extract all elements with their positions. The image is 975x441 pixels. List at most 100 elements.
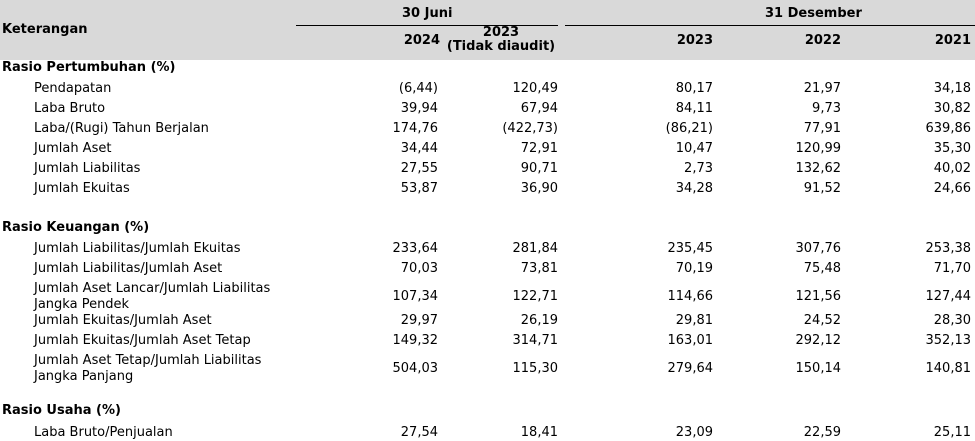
- december-group-underline: [565, 25, 975, 26]
- cell-value: 132,62: [795, 161, 842, 176]
- group-header-december: 31 Desember: [765, 6, 862, 21]
- row-label-line: Jumlah Aset Lancar/Jumlah Liabilitas: [34, 281, 271, 296]
- cell-value: 253,38: [925, 241, 972, 256]
- cell-value: 149,32: [392, 333, 439, 348]
- cell-value: 121,56: [795, 289, 842, 304]
- cell-value: (6,44): [398, 81, 438, 96]
- cell-value: 10,47: [675, 141, 713, 156]
- cell-value: 114,66: [667, 289, 714, 304]
- cell-value: 24,66: [933, 181, 971, 196]
- cell-value: 34,44: [400, 141, 438, 156]
- row-label: Jumlah Liabilitas/Jumlah Ekuitas: [34, 241, 241, 257]
- row-label-line: Jumlah Ekuitas/Jumlah Aset Tetap: [34, 333, 251, 348]
- cell-value: 70,03: [400, 261, 438, 276]
- row-label-line: Jangka Panjang: [34, 369, 134, 384]
- cell-value: 281,84: [512, 241, 559, 256]
- row-label: Jumlah Aset: [34, 141, 111, 157]
- cell-value: 22,59: [803, 425, 841, 440]
- cell-value: 27,55: [400, 161, 438, 176]
- row-label-line: Jumlah Aset Tetap/Jumlah Liabilitas: [34, 353, 262, 368]
- cell-value: 23,09: [675, 425, 713, 440]
- row-label: Pendapatan: [34, 81, 111, 97]
- keterangan-header: Keterangan: [2, 22, 88, 37]
- col-header-unaudited-note: (Tidak diaudit): [446, 39, 556, 54]
- cell-value: (86,21): [665, 121, 713, 136]
- row-label-line: Jangka Pendek: [34, 297, 130, 312]
- cell-value: 80,17: [675, 81, 713, 96]
- cell-value: 292,12: [795, 333, 842, 348]
- group-header-june: 30 Juni: [402, 6, 453, 21]
- cell-value: 639,86: [925, 121, 972, 136]
- cell-value: 235,45: [667, 241, 714, 256]
- cell-value: 77,91: [803, 121, 841, 136]
- cell-value: 307,76: [795, 241, 842, 256]
- cell-value: 18,41: [520, 425, 558, 440]
- cell-value: 67,94: [520, 101, 558, 116]
- row-label-line: Laba Bruto/Penjualan: [34, 425, 173, 440]
- cell-value: 27,54: [400, 425, 438, 440]
- cell-value: 90,71: [520, 161, 558, 176]
- cell-value: 28,30: [933, 313, 971, 328]
- cell-value: 174,76: [392, 121, 439, 136]
- row-label: Jumlah Liabilitas: [34, 161, 140, 177]
- cell-value: 9,73: [812, 101, 841, 116]
- col-header-2022: 2022: [804, 33, 841, 48]
- cell-value: 120,49: [512, 81, 559, 96]
- cell-value: 233,64: [392, 241, 439, 256]
- cell-value: 30,82: [933, 101, 971, 116]
- col-header-2023-unaudited: 2023 (Tidak diaudit): [440, 26, 562, 54]
- cell-value: 34,18: [933, 81, 971, 96]
- row-label: Jumlah Aset Tetap/Jumlah Liabilitas Jangk…: [34, 353, 261, 385]
- section-title: Rasio Pertumbuhan (%): [2, 60, 176, 75]
- row-label-line: Jumlah Liabilitas/Jumlah Aset: [34, 261, 223, 276]
- row-label: Jumlah Aset Lancar/Jumlah Liabilitas Jang…: [34, 281, 270, 313]
- row-label-line: Laba/(Rugi) Tahun Berjalan: [34, 121, 209, 136]
- col-header-2023-year: 2023: [482, 25, 520, 40]
- cell-value: 72,91: [520, 141, 558, 156]
- row-label: Jumlah Liabilitas/Jumlah Aset: [34, 261, 222, 277]
- cell-value: 84,11: [675, 101, 713, 116]
- cell-value: 36,90: [520, 181, 558, 196]
- col-header-2021: 2021: [934, 33, 971, 48]
- cell-value: 107,34: [392, 289, 439, 304]
- cell-value: 504,03: [392, 361, 439, 376]
- cell-value: 40,02: [933, 161, 971, 176]
- row-label: Jumlah Ekuitas: [34, 181, 130, 197]
- cell-value: 26,19: [520, 313, 558, 328]
- table-header: [0, 0, 975, 60]
- row-label-line: Laba Bruto: [34, 101, 106, 116]
- cell-value: 115,30: [512, 361, 559, 376]
- row-label-line: Jumlah Ekuitas/Jumlah Aset: [34, 313, 212, 328]
- row-label: Jumlah Ekuitas/Jumlah Aset: [34, 313, 212, 329]
- cell-value: 39,94: [400, 101, 438, 116]
- cell-value: 70,19: [675, 261, 713, 276]
- cell-value: 24,52: [803, 313, 841, 328]
- cell-value: 140,81: [925, 361, 972, 376]
- cell-value: 122,71: [512, 289, 559, 304]
- cell-value: 352,13: [925, 333, 972, 348]
- col-header-2024: 2024: [403, 33, 440, 48]
- cell-value: 163,01: [667, 333, 714, 348]
- cell-value: 71,70: [933, 261, 971, 276]
- cell-value: 25,11: [933, 425, 971, 440]
- row-label: Laba Bruto: [34, 101, 105, 117]
- cell-value: 120,99: [795, 141, 842, 156]
- cell-value: 29,97: [400, 313, 438, 328]
- june-group-underline: [296, 25, 558, 26]
- cell-value: 35,30: [933, 141, 971, 156]
- row-label-line: Jumlah Liabilitas: [34, 161, 141, 176]
- row-label-line: Jumlah Ekuitas: [34, 181, 130, 196]
- cell-value: 75,48: [803, 261, 841, 276]
- cell-value: 279,64: [667, 361, 714, 376]
- section-title: Rasio Usaha (%): [2, 403, 121, 418]
- cell-value: 127,44: [925, 289, 972, 304]
- cell-value: 150,14: [795, 361, 842, 376]
- col-header-2023: 2023: [676, 33, 713, 48]
- cell-value: 34,28: [675, 181, 713, 196]
- cell-value: 73,81: [520, 261, 558, 276]
- row-label-line: Pendapatan: [34, 81, 112, 96]
- cell-value: 2,73: [684, 161, 713, 176]
- row-label-line: Jumlah Aset: [34, 141, 112, 156]
- row-label: Laba Bruto/Penjualan: [34, 425, 173, 441]
- row-label-line: Jumlah Liabilitas/Jumlah Ekuitas: [34, 241, 241, 256]
